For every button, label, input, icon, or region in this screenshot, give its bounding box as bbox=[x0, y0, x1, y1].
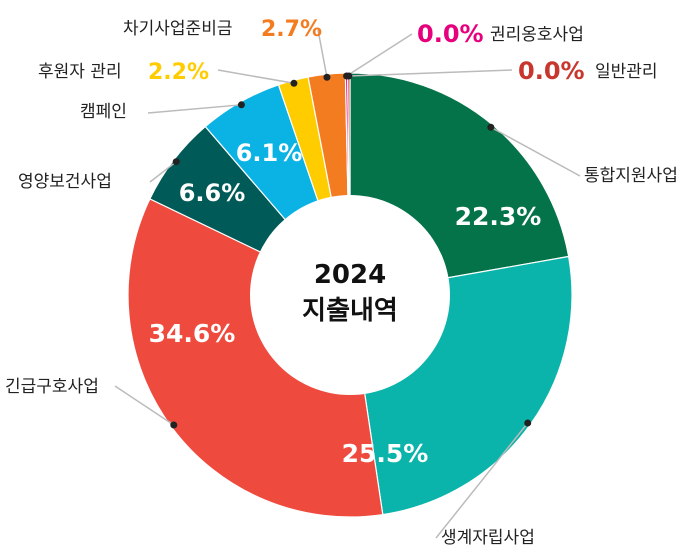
leader-line-next-project-reserve bbox=[317, 29, 328, 78]
category-label-rights-advocacy: 권리옹호사업 bbox=[490, 25, 584, 45]
leader-line-emergency-relief bbox=[114, 385, 175, 426]
category-label-integrated-support: 통합지원사업 bbox=[584, 166, 678, 186]
leader-dot-livelihood bbox=[524, 419, 532, 427]
center-title-year: 2024 bbox=[314, 260, 386, 290]
center-title-text: 지출내역 bbox=[302, 296, 398, 326]
callout-labels: 통합지원사업 생계자립사업 긴급구호사업 영양보건사업 캠페인 후원자 관리 2… bbox=[5, 17, 678, 548]
slice-label-integrated-support: 22.3% bbox=[455, 202, 542, 231]
slice-label-emergency-relief: 34.6% bbox=[149, 319, 236, 348]
category-label-next-project-reserve: 차기사업준비금 bbox=[123, 19, 232, 39]
category-label-donor-management: 후원자 관리 bbox=[38, 62, 122, 82]
percent-label-donor-management: 2.2% bbox=[148, 60, 209, 85]
percent-label-rights-advocacy: 0.0% bbox=[417, 20, 484, 48]
leader-line-campaign bbox=[147, 104, 242, 114]
percent-label-next-project-reserve: 2.7% bbox=[261, 17, 322, 42]
leader-dot-next-project-reserve bbox=[323, 73, 331, 81]
leader-line-donor-management bbox=[217, 69, 295, 85]
category-label-campaign: 캠페인 bbox=[80, 102, 127, 122]
slice-label-livelihood: 25.5% bbox=[342, 439, 429, 468]
leader-lines bbox=[114, 29, 581, 539]
category-label-nutrition-health: 영양보건사업 bbox=[18, 172, 112, 192]
leader-dot-nutrition-health bbox=[172, 158, 180, 166]
leader-dot-emergency-relief bbox=[170, 421, 178, 429]
leader-line-integrated-support bbox=[490, 126, 581, 177]
leader-line-nutrition-health bbox=[149, 161, 177, 183]
center-title: 2024 지출내역 bbox=[302, 260, 398, 326]
percent-label-general-management: 0.0% bbox=[518, 57, 585, 85]
donut-hole bbox=[250, 195, 450, 395]
leader-dot-general-management bbox=[345, 72, 353, 80]
leader-dot-integrated-support bbox=[487, 123, 495, 131]
leader-line-livelihood bbox=[435, 422, 529, 539]
slice-label-campaign: 6.1% bbox=[236, 139, 303, 167]
slice-value-labels: 22.3% 25.5% 34.6% 6.6% 6.1% bbox=[149, 139, 542, 468]
leader-dot-campaign bbox=[237, 101, 245, 109]
slice-label-nutrition-health: 6.6% bbox=[179, 179, 246, 207]
category-label-emergency-relief: 긴급구호사업 bbox=[5, 377, 99, 397]
leader-dot-donor-management bbox=[290, 79, 298, 87]
category-label-general-management: 일반관리 bbox=[595, 62, 658, 82]
leader-line-rights-advocacy bbox=[346, 33, 413, 77]
category-label-livelihood: 생계자립사업 bbox=[441, 528, 535, 548]
leader-line-general-management bbox=[348, 69, 513, 77]
